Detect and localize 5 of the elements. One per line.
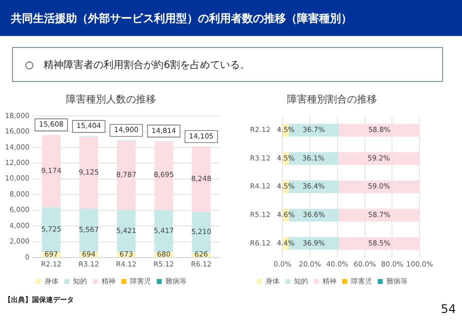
text: 54 — [440, 302, 456, 316]
text: ○ 精神障害者の利用割合が約6割を占めている。 — [12, 47, 443, 82]
chart-title: 障害種別割合の推移 — [287, 94, 377, 106]
chart-title: 障害種別人数の推移 — [66, 94, 156, 106]
text: 共同生活援助（外部サービス利用型）の利用者数の推移（障害種別） — [0, 0, 462, 36]
